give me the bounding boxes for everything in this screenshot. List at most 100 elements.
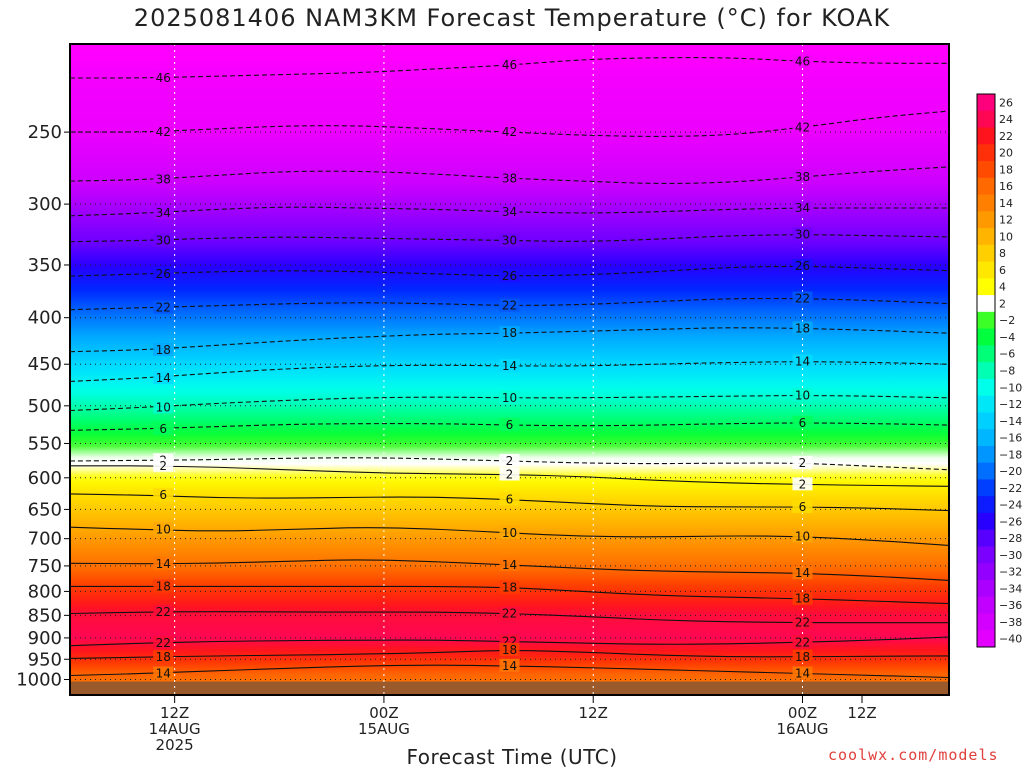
colorbar-label: −12 — [999, 398, 1022, 411]
isotherm-label-bg — [499, 390, 520, 404]
isotherm-line — [70, 422, 949, 431]
isotherm-label-bg — [792, 649, 813, 663]
isotherm-label: 34 — [795, 201, 810, 215]
isotherm-label-bg — [153, 666, 174, 680]
isotherm-label-bg — [153, 458, 174, 472]
colorbar-label: −32 — [999, 566, 1022, 579]
isotherm-label-bg — [792, 635, 813, 649]
colorbar-label: −26 — [999, 515, 1022, 528]
isotherm-line — [70, 395, 949, 412]
isotherm-label-bg — [153, 266, 174, 280]
isotherm-label: 30 — [156, 234, 171, 248]
isotherm-label-bg — [792, 120, 813, 134]
y-tick-label: 900 — [28, 628, 62, 649]
isotherm-label-bg — [153, 421, 174, 435]
isotherm-label-bg — [499, 358, 520, 372]
y-tick-label: 500 — [28, 396, 62, 417]
isotherm-label: 10 — [795, 388, 810, 402]
y-tick-label: 650 — [28, 499, 62, 520]
isotherm-label-bg — [153, 522, 174, 536]
isotherm-label: 42 — [156, 125, 171, 139]
colorbar-label: −22 — [999, 482, 1022, 495]
isotherm-label-bg — [792, 591, 813, 605]
isotherm-label: 14 — [795, 566, 810, 580]
isotherm-label-bg — [792, 499, 813, 513]
isotherm-label-bg — [499, 658, 520, 672]
colorbar-swatch — [977, 496, 995, 514]
y-tick-label: 850 — [28, 605, 62, 626]
isotherm-line — [70, 327, 949, 353]
colorbar-swatch — [977, 613, 995, 631]
isotherm-label-bg — [792, 566, 813, 580]
colorbar-swatch — [977, 311, 995, 330]
colorbar-label: −8 — [999, 365, 1015, 378]
isotherm-label: 38 — [795, 170, 810, 184]
colorbar-label: 12 — [999, 214, 1013, 227]
isotherm-label-bg — [499, 557, 520, 571]
isotherm-label-bg — [153, 172, 174, 186]
isotherm-line — [70, 234, 949, 243]
colorbar-swatch — [977, 412, 995, 430]
isotherm-label: 18 — [156, 579, 171, 593]
isotherm-label-bg — [499, 643, 520, 657]
colorbar-swatch — [977, 177, 995, 196]
isotherm-label-bg — [153, 579, 174, 593]
isotherm-label-bg — [499, 269, 520, 283]
isotherm-label-bg — [792, 354, 813, 368]
colorbar-swatch — [977, 512, 995, 531]
isotherm-label-bg — [792, 291, 813, 305]
isotherm-label: 34 — [156, 206, 171, 220]
colorbar-label: −2 — [999, 314, 1015, 327]
colorbar-label: 16 — [999, 180, 1013, 193]
colorbar-swatch — [977, 228, 995, 246]
isotherm-label: 26 — [795, 259, 810, 273]
isotherm-label: 10 — [795, 529, 810, 543]
isotherm-label: 14 — [502, 558, 517, 572]
colorbar-swatch — [977, 295, 995, 313]
chart-title: 2025081406 NAM3KM Forecast Temperature (… — [133, 4, 891, 32]
isotherm-label-bg — [499, 204, 520, 218]
isotherm-label: 42 — [502, 125, 517, 139]
colorbar-label: −18 — [999, 448, 1022, 461]
isotherm-label: 46 — [795, 54, 810, 68]
isotherm-label: 10 — [156, 400, 171, 414]
colorbar-label: 6 — [999, 264, 1006, 277]
isotherm-label-bg — [153, 71, 174, 85]
isotherm-label: 6 — [799, 416, 807, 430]
isotherm-label: 10 — [156, 523, 171, 537]
isotherm-label-bg — [792, 169, 813, 183]
isotherm-label: 2 — [159, 459, 167, 473]
y-tick-label: 950 — [28, 649, 62, 670]
isotherm-label-bg — [792, 259, 813, 273]
isotherm-label: 38 — [156, 173, 171, 187]
colorbar-swatch — [977, 563, 995, 581]
isotherm-label: 2 — [799, 456, 807, 470]
colorbar-swatch — [977, 94, 995, 112]
isotherm-label-bg — [792, 666, 813, 680]
colorbar-label: −36 — [999, 599, 1022, 612]
isotherm-label: 10 — [502, 526, 517, 540]
isotherm-label: 22 — [795, 635, 810, 649]
colorbar-swatch — [977, 579, 995, 598]
isotherm-label: 14 — [502, 359, 517, 373]
isotherm-label: 6 — [159, 422, 167, 436]
ground-band — [70, 681, 949, 695]
colorbar-label: −14 — [999, 415, 1022, 428]
colorbar-swatch — [977, 328, 995, 346]
isotherm-line — [70, 585, 949, 605]
isotherm-label-bg — [153, 371, 174, 385]
colorbar-swatch — [977, 429, 995, 447]
x-tick-label: 00Z — [369, 704, 398, 722]
isotherm-label-bg — [792, 456, 813, 470]
isotherm-label: 22 — [156, 605, 171, 619]
isotherm-label-bg — [792, 415, 813, 429]
isotherm-line — [70, 493, 949, 512]
colorbar-label: −28 — [999, 532, 1022, 545]
isotherm-label: 2 — [506, 468, 514, 482]
isotherm-label: 2 — [799, 477, 807, 491]
isotherm-label: 14 — [502, 659, 517, 673]
isotherm-label: 22 — [795, 616, 810, 630]
colorbar-label: 10 — [999, 230, 1013, 243]
colorbar-label: −30 — [999, 549, 1022, 562]
isotherm-label-bg — [792, 227, 813, 241]
